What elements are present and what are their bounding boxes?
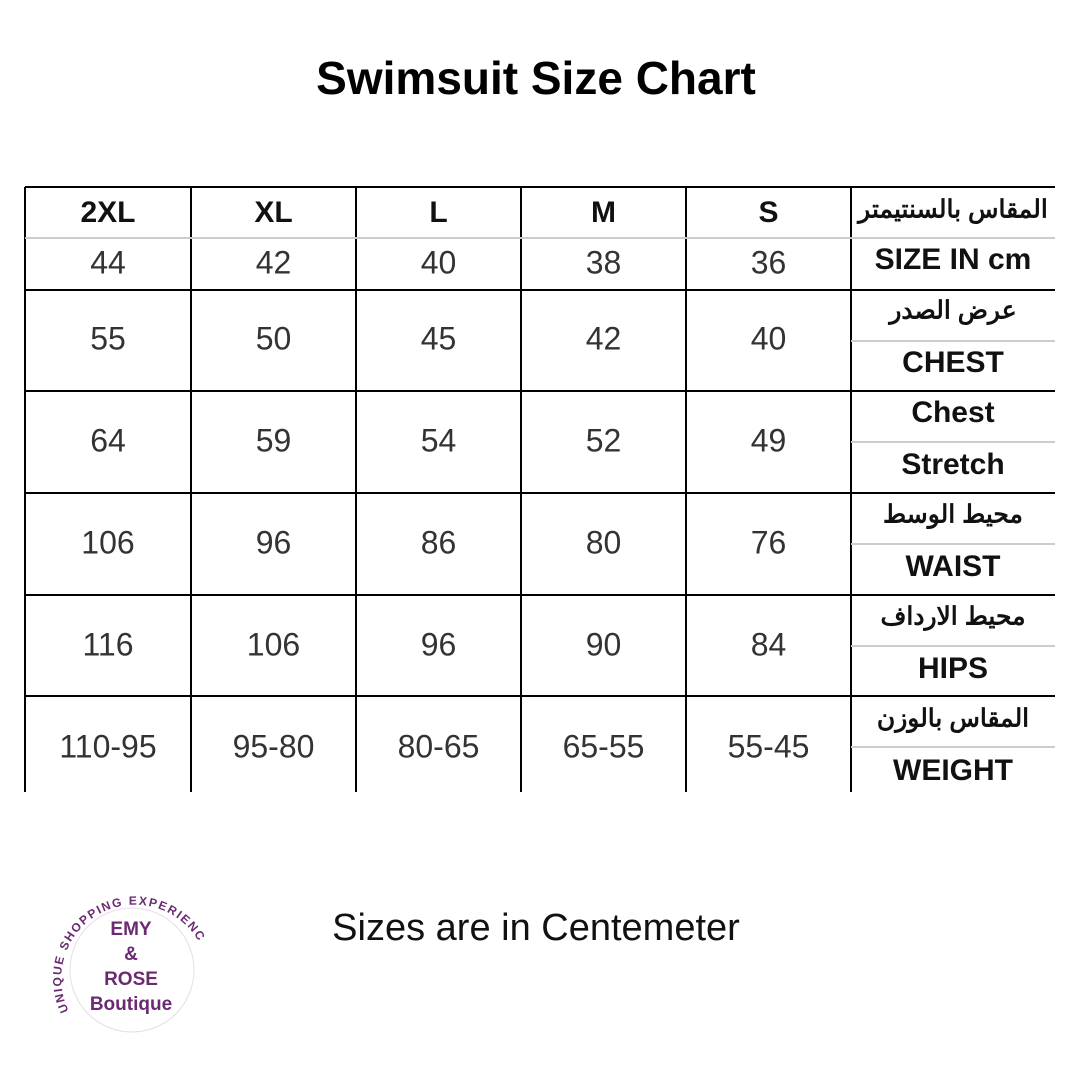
logo-circle (69, 907, 195, 1033)
cell-value: 80 (586, 524, 622, 560)
row-label: المقاس بالوزن (877, 705, 1029, 734)
cell-value: 65-55 (563, 728, 645, 764)
cell-value: 96 (256, 524, 292, 560)
row-label: المقاس بالسنتيمتر (856, 196, 1048, 225)
cell-value: 90 (586, 626, 622, 662)
logo-text: Boutique (90, 994, 172, 1015)
cell-value: 50 (256, 320, 292, 356)
row-label: WAIST (906, 550, 1001, 583)
cell-value: 38 (586, 244, 622, 280)
cell-value: 55 (90, 320, 126, 356)
row-label: محيط الارداف (880, 603, 1025, 632)
cell-value: 84 (751, 626, 787, 662)
cell-value: 106 (247, 626, 300, 662)
footer-note: Sizes are in Centemeter (332, 907, 740, 949)
row-label: Chest (911, 396, 994, 429)
logo-text: & (124, 944, 138, 965)
cell-value: 80-65 (398, 728, 480, 764)
cell-value: 86 (421, 524, 457, 560)
cell-value: 54 (421, 422, 457, 458)
cell-value: 40 (751, 320, 787, 356)
cell-value: 52 (586, 422, 622, 458)
size-header: L (429, 196, 447, 229)
cell-value: 36 (751, 244, 787, 280)
size-header: S (758, 196, 778, 229)
cell-value: 116 (82, 626, 133, 662)
row-label: SIZE IN cm (875, 243, 1032, 276)
logo-text: EMY (110, 919, 152, 940)
cell-value: 96 (421, 626, 457, 662)
cell-value: 59 (256, 422, 292, 458)
size-header: 2XL (80, 196, 135, 229)
logo: UNIQUE SHOPPING EXPERIENCE (0, 0, 209, 1033)
row-label: محيط الوسط (883, 501, 1023, 530)
row-label: HIPS (918, 652, 988, 685)
cell-value: 106 (81, 524, 134, 560)
cell-value: 49 (751, 422, 787, 458)
size-header: M (591, 196, 616, 229)
cell-value: 64 (90, 422, 126, 458)
size-header: XL (254, 196, 292, 229)
row-label: Stretch (901, 448, 1004, 481)
cell-value: 40 (421, 244, 457, 280)
logo-ring-text: UNIQUE SHOPPING EXPERIENCE (0, 0, 209, 1015)
cell-value: 76 (751, 524, 787, 560)
row-label: WEIGHT (893, 754, 1013, 787)
cell-value: 42 (586, 320, 622, 356)
title: Swimsuit Size Chart (316, 52, 756, 104)
cell-value: 44 (90, 244, 126, 280)
logo-ring-path: UNIQUE SHOPPING EXPERIENCE (0, 0, 207, 1015)
cell-value: 110-95 (59, 728, 156, 764)
cell-value: 95-80 (233, 728, 315, 764)
cell-value: 42 (256, 244, 292, 280)
row-label: CHEST (902, 346, 1004, 379)
logo-text: ROSE (104, 969, 158, 990)
cell-value: 55-45 (728, 728, 810, 764)
row-label: عرض الصدر (887, 297, 1016, 326)
cell-value: 45 (421, 320, 457, 356)
